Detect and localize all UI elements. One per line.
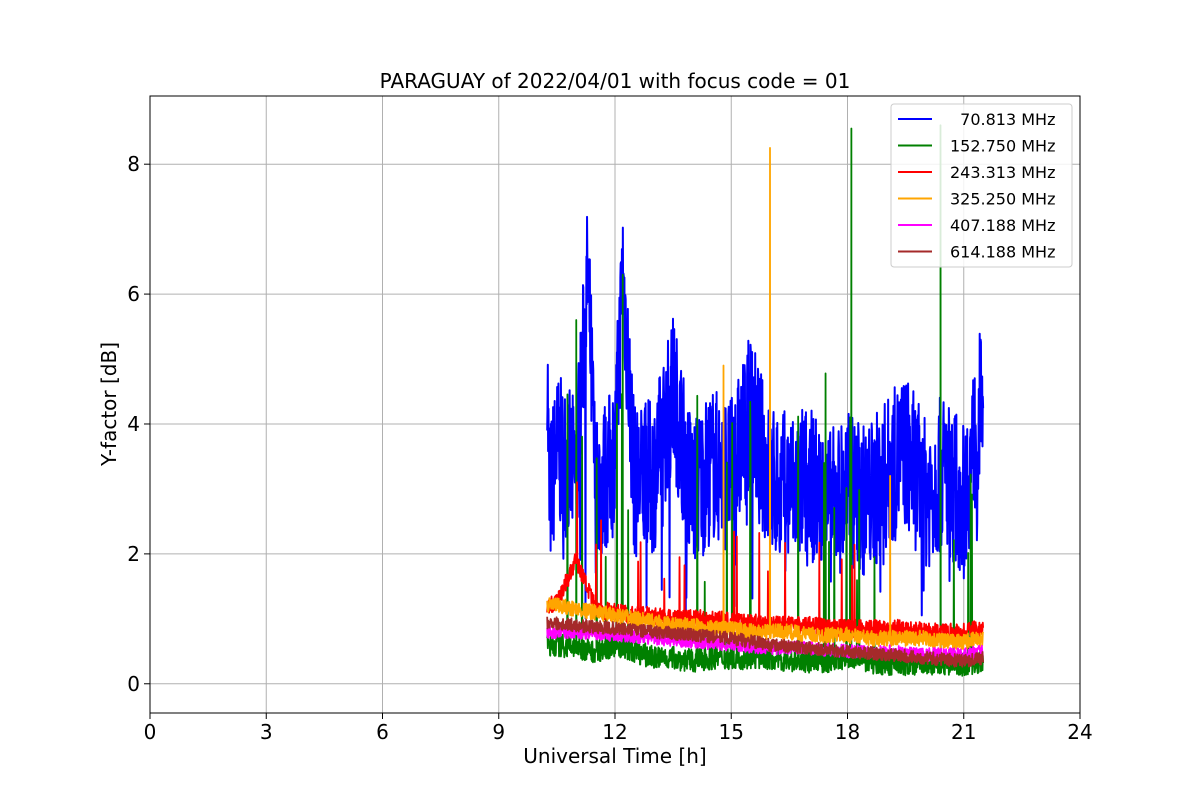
series-line-5 [546,616,985,668]
legend: 70.813 MHz 152.750 MHz 243.313 MHz 325.250 … [890,103,1073,268]
legend-box [890,103,1073,268]
x-tick-label: 12 [602,720,627,744]
series-line-0 [546,215,985,620]
y-tick-label: 6 [127,282,140,306]
y-tick-label: 0 [127,672,140,696]
x-axis-label: Universal Time [h] [523,744,706,768]
x-tick-label: 15 [719,720,744,744]
y-tick-label: 4 [127,412,140,436]
x-tick-label: 6 [376,720,389,744]
y-tick-label: 8 [127,152,140,176]
x-tick-label: 9 [492,720,505,744]
x-tick-label: 3 [260,720,273,744]
series-layer [546,124,985,677]
x-tick-label: 21 [951,720,976,744]
x-tick-label: 18 [835,720,860,744]
chart-title: PARAGUAY of 2022/04/01 with focus code =… [380,69,851,93]
legend-label: 325.250 MHz [950,190,1055,209]
legend-label: 152.750 MHz [950,137,1055,156]
x-tick-label: 0 [144,720,157,744]
legend-items: 70.813 MHz 152.750 MHz 243.313 MHz 325.250 … [898,110,1055,262]
x-tick-label: 24 [1067,720,1092,744]
y-axis-label: Y-factor [dB] [97,342,121,467]
legend-label: 407.188 MHz [950,216,1055,235]
legend-label: 243.313 MHz [950,163,1055,182]
legend-label: 614.188 MHz [950,243,1055,262]
series-line-3 [546,147,984,651]
legend-label: 70.813 MHz [950,110,1055,129]
y-tick-label: 2 [127,542,140,566]
